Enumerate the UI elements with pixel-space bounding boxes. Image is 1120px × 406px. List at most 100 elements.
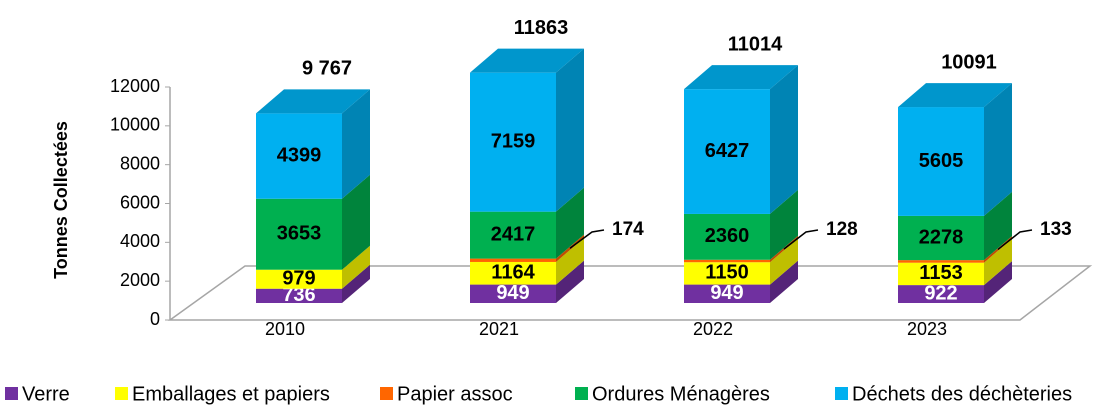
legend-swatch	[5, 387, 18, 400]
bar-front	[256, 288, 342, 303]
data-label: 1150	[705, 262, 748, 284]
bar-front	[470, 261, 556, 285]
bar-side	[984, 83, 1012, 216]
legend-label: Verre	[22, 383, 70, 405]
x-tick-label: 2010	[265, 319, 305, 339]
y-tick-label: 12000	[110, 76, 160, 96]
data-label: 2278	[919, 226, 964, 248]
bar-front	[256, 198, 342, 270]
data-label: 2360	[705, 225, 750, 247]
bar-side	[556, 187, 584, 259]
bar-segment	[898, 238, 1012, 286]
bar-front	[684, 89, 770, 214]
bar-front	[470, 211, 556, 259]
bar-segment	[470, 48, 584, 212]
data-label: 7159	[491, 130, 536, 152]
data-label: 1164	[491, 262, 535, 284]
data-label: 949	[710, 282, 743, 304]
data-label: 6427	[705, 140, 750, 162]
bar-side	[342, 174, 370, 270]
bar-front	[470, 258, 556, 262]
floor	[167, 265, 1093, 321]
bar-side	[342, 245, 370, 289]
data-label: 4399	[277, 144, 322, 166]
bar-top	[470, 48, 584, 73]
y-tick-label: 8000	[120, 153, 160, 173]
data-label: 133	[1040, 219, 1072, 240]
bar-segment	[470, 187, 584, 259]
bar-segment	[898, 191, 1012, 261]
bar-side	[984, 191, 1012, 261]
y-tick-label: 0	[150, 309, 160, 329]
bar-side	[556, 260, 584, 303]
data-label: 3653	[277, 223, 322, 245]
bar-side	[984, 238, 1012, 286]
data-label: 5605	[919, 150, 964, 172]
bar-top	[684, 65, 798, 90]
callout-line	[997, 229, 1033, 251]
callout-line	[569, 229, 605, 249]
bar-segment	[684, 238, 798, 285]
bar-segment	[470, 237, 584, 285]
bar-segment	[256, 264, 370, 303]
bar-side	[770, 238, 798, 285]
bar-front	[684, 259, 770, 263]
data-label: 736	[282, 284, 315, 306]
legend-label: Emballages et papiers	[132, 383, 330, 405]
bar-front	[684, 262, 770, 285]
bar-top	[256, 89, 370, 114]
bar-front	[684, 213, 770, 260]
data-label: 174	[612, 219, 644, 240]
data-label: 949	[496, 282, 529, 304]
legend-label: Papier assoc	[397, 383, 513, 405]
bar-side	[770, 260, 798, 303]
y-tick-label: 4000	[120, 231, 160, 251]
bar-side	[556, 48, 584, 212]
bar-front	[256, 269, 342, 289]
legend-label: Déchets des déchèteries	[852, 383, 1072, 405]
legend-label: Ordures Ménagères	[592, 383, 770, 405]
bar-side	[770, 65, 798, 214]
bar-side	[342, 264, 370, 303]
bar-front	[898, 285, 984, 303]
bar-segment	[898, 236, 1012, 263]
legend-swatch	[115, 387, 128, 400]
data-label: 2417	[491, 223, 536, 245]
total-label: 11014	[728, 33, 783, 55]
bar-front	[898, 262, 984, 286]
bar-side	[342, 89, 370, 199]
bar-side	[984, 236, 1012, 263]
y-tick-label: 2000	[120, 270, 160, 290]
bar-front	[256, 113, 342, 199]
x-tick-label: 2021	[479, 319, 519, 339]
bar-segment	[898, 83, 1012, 216]
bar-side	[770, 189, 798, 260]
y-tick-label: 6000	[120, 192, 160, 212]
legend-swatch	[835, 387, 848, 400]
bar-segment	[684, 260, 798, 303]
legend-swatch	[380, 387, 393, 400]
data-label: 128	[826, 219, 858, 240]
bar-top	[898, 83, 1012, 108]
callout-line	[783, 229, 819, 250]
bar-front	[898, 215, 984, 261]
bar-side	[556, 237, 584, 285]
bar-front	[684, 284, 770, 303]
bar-front	[898, 107, 984, 216]
total-label: 11863	[514, 17, 569, 39]
bar-front	[470, 284, 556, 303]
bar-segment	[470, 260, 584, 303]
bar-segment	[684, 65, 798, 214]
bar-side	[984, 261, 1012, 303]
bar-front	[470, 72, 556, 212]
y-axis-title: Tonnes Collectées	[51, 121, 71, 279]
bar-segment	[256, 245, 370, 289]
bar-segment	[256, 89, 370, 199]
total-label: 10091	[941, 51, 997, 73]
x-tick-label: 2023	[907, 319, 947, 339]
data-label: 979	[282, 267, 315, 289]
bar-front	[898, 260, 984, 263]
data-label: 1153	[919, 262, 962, 284]
bar-segment	[684, 189, 798, 260]
y-tick-label: 10000	[110, 115, 160, 135]
